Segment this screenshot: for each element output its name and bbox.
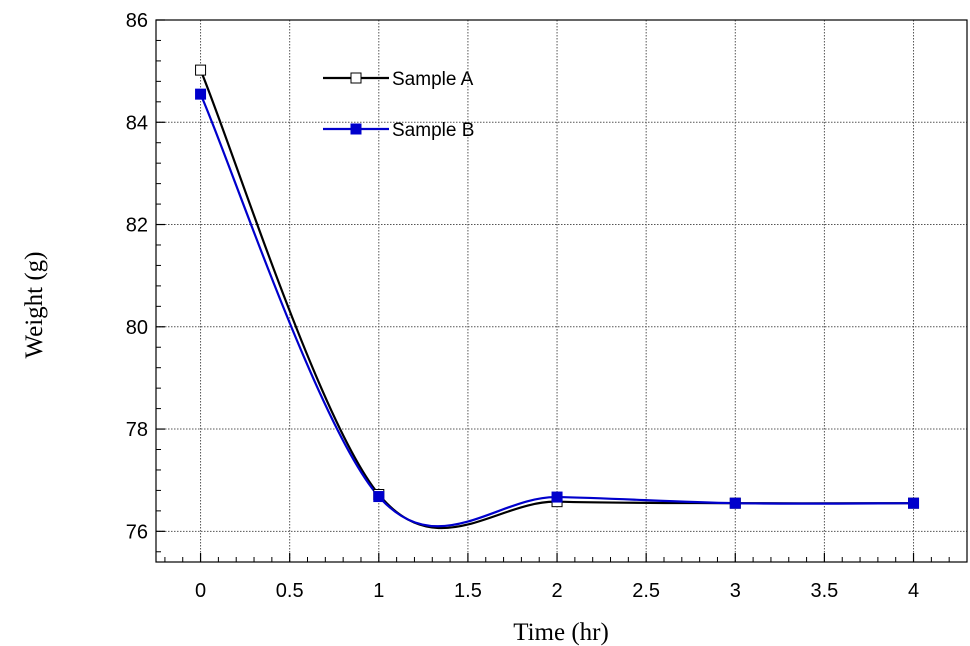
y-tick-label: 84 — [126, 112, 148, 134]
plot-frame — [155, 19, 968, 563]
legend: Sample A Sample B — [323, 69, 474, 141]
y-tick-label: 80 — [126, 317, 148, 339]
x-tick-label: 4 — [908, 580, 919, 602]
y-tick-label: 78 — [126, 419, 148, 441]
x-tick-label: 2 — [551, 580, 562, 602]
legend-label: Sample A — [392, 69, 474, 90]
y-tick-label: 82 — [126, 215, 148, 237]
plot-background — [156, 20, 970, 562]
x-tick-label: 0.5 — [276, 580, 304, 602]
data-point-sample-b — [908, 497, 920, 509]
y-axis-ticks: 76 78 80 82 84 86 — [126, 10, 165, 553]
x-tick-label: 3.5 — [811, 580, 839, 602]
data-point-sample-b — [551, 491, 563, 503]
data-point-sample-b — [195, 88, 207, 100]
x-tick-label: 2.5 — [632, 580, 660, 602]
x-axis-title: Time (hr) — [513, 619, 609, 646]
x-tick-label: 3 — [730, 580, 741, 602]
y-axis-title: Weight (g) — [21, 252, 48, 359]
data-point-sample-b — [373, 491, 385, 503]
series-group — [195, 64, 920, 530]
legend-marker — [350, 123, 362, 135]
data-point-sample-a — [195, 64, 207, 76]
x-tick-label: 1.5 — [454, 580, 482, 602]
x-tick-label: 1 — [373, 580, 384, 602]
data-point-sample-b — [729, 497, 741, 509]
series-line-sample-b — [199, 93, 914, 528]
legend-marker — [350, 72, 362, 84]
y-tick-label: 86 — [126, 10, 148, 32]
y-tick-label: 76 — [126, 521, 148, 543]
x-tick-label: 0 — [195, 580, 206, 602]
legend-label: Sample B — [392, 120, 474, 141]
x-axis-ticks: 0 0.5 1 1.5 2 2.5 3 3.5 4 — [164, 553, 968, 602]
